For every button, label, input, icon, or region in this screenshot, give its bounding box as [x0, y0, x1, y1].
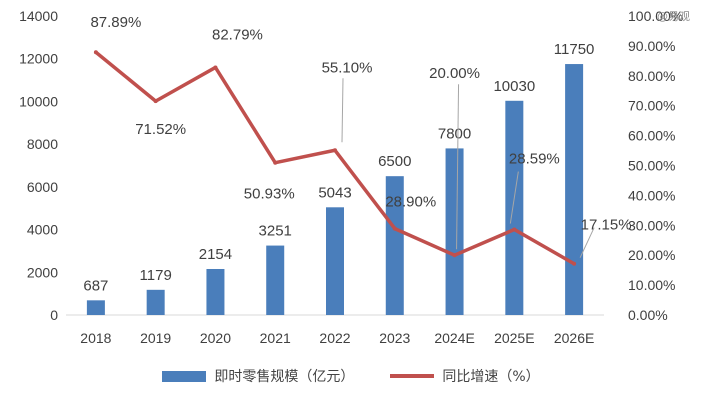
line-point	[452, 253, 457, 258]
y-left-tick-label: 10000	[19, 93, 58, 109]
line-value-label: 20.00%	[429, 65, 480, 82]
bar-value-label: 2154	[199, 246, 232, 263]
bar	[445, 148, 464, 315]
bar-value-label: 7800	[438, 125, 471, 142]
y-left-tick-label: 8000	[27, 136, 58, 152]
bar	[565, 64, 584, 315]
y-left-tick-label: 14000	[19, 8, 58, 24]
bar	[266, 245, 285, 315]
legend-swatch-bars	[162, 370, 207, 382]
y-right-tick-label: 30.00%	[628, 217, 675, 233]
line-value-label: 87.89%	[90, 14, 141, 31]
y-right-tick-label: 10.00%	[628, 277, 675, 293]
line-point	[273, 160, 278, 165]
bar	[146, 289, 165, 315]
line-value-label: 28.59%	[509, 151, 560, 168]
bar-value-label: 11750	[554, 41, 595, 58]
x-tick-label: 2025E	[494, 330, 534, 346]
leader-line	[579, 227, 595, 258]
legend-item-line: 同比增速（%）	[390, 366, 540, 386]
x-tick-label: 2022	[319, 330, 350, 346]
y-right-tick-label: 40.00%	[628, 187, 675, 203]
watermark: @易观	[657, 10, 690, 23]
x-tick-label: 2024E	[434, 330, 474, 346]
bar	[326, 207, 344, 315]
bar-value-label: 687	[83, 277, 108, 294]
y-right-tick-label: 20.00%	[628, 247, 675, 263]
line-value-label: 82.79%	[212, 26, 263, 43]
y-right-tick-label: 90.00%	[628, 38, 675, 54]
legend-label-bars: 即时零售规模（亿元）	[214, 369, 355, 385]
line-value-label: 17.15%	[581, 217, 632, 234]
leader-line	[509, 171, 519, 224]
leader-line	[456, 84, 460, 250]
leader-line	[341, 78, 344, 143]
bar-value-label: 3251	[259, 223, 292, 240]
y-left-tick-label: 0	[50, 307, 58, 323]
y-right-tick-label: 60.00%	[628, 128, 675, 144]
line-value-label: 50.93%	[244, 186, 295, 203]
x-tick-label: 2021	[260, 330, 291, 346]
x-tick-label: 2023	[379, 330, 410, 346]
legend-label-line: 同比增速（%）	[442, 369, 540, 385]
line-value-label: 71.52%	[135, 121, 186, 138]
y-left-tick-label: 2000	[27, 264, 58, 280]
line-point	[333, 148, 337, 153]
x-tick-label: 2026E	[554, 330, 594, 346]
line-point	[153, 99, 158, 104]
x-tick-label: 2020	[200, 330, 231, 346]
legend: 即时零售规模（亿元） 同比增速（%）	[0, 366, 702, 386]
line-value-label: 28.90%	[385, 194, 436, 211]
line-point	[512, 227, 517, 232]
y-right-tick-label: 70.00%	[628, 98, 675, 114]
line-point	[93, 50, 98, 55]
bar-value-label: 10030	[493, 78, 535, 95]
bar	[206, 268, 225, 315]
line-point	[572, 261, 577, 266]
y-right-tick-label: 50.00%	[628, 158, 675, 174]
bar	[385, 176, 404, 315]
legend-item-bars: 即时零售规模（亿元）	[162, 366, 354, 386]
y-left-tick-label: 6000	[27, 179, 58, 195]
line-point	[392, 226, 397, 231]
y-right-tick-label: 80.00%	[628, 68, 675, 84]
legend-swatch-line	[390, 374, 435, 378]
y-right-tick-label: 100.00%	[628, 8, 683, 24]
bar-value-label: 5043	[318, 184, 351, 201]
bar	[86, 300, 105, 315]
line-value-label: 55.10%	[322, 59, 373, 76]
bar	[505, 100, 524, 315]
y-left-tick-label: 12000	[19, 51, 58, 67]
x-tick-label: 2019	[140, 330, 171, 346]
x-tick-label: 2018	[80, 330, 111, 346]
line-point	[213, 65, 218, 70]
bar-value-label: 1179	[140, 267, 172, 284]
y-right-tick-label: 0.00%	[628, 307, 668, 323]
y-left-tick-label: 4000	[27, 222, 58, 238]
bar-value-label: 6500	[378, 153, 411, 170]
